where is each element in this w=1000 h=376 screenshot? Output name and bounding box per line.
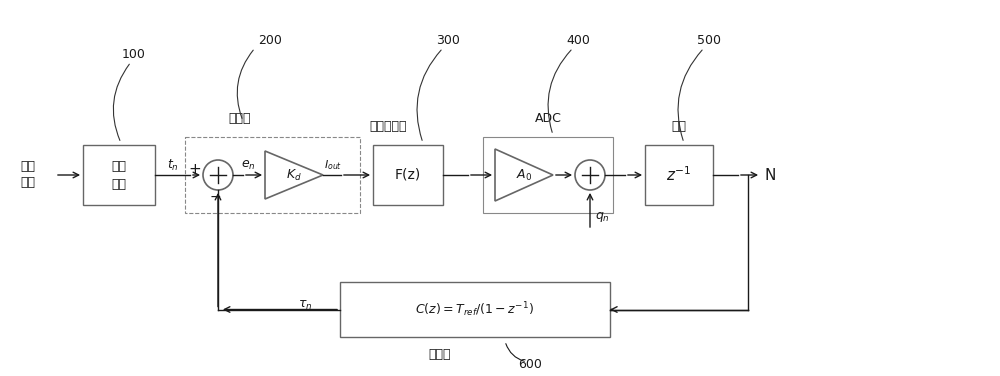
Text: −: − bbox=[209, 190, 221, 204]
Bar bbox=[645, 145, 713, 205]
Bar bbox=[185, 137, 360, 213]
Text: 环路滤波器: 环路滤波器 bbox=[369, 120, 407, 133]
Text: 500: 500 bbox=[697, 33, 721, 47]
Text: $\tau_n$: $\tau_n$ bbox=[298, 299, 312, 312]
Text: 200: 200 bbox=[258, 33, 282, 47]
Text: $t_n$: $t_n$ bbox=[167, 158, 179, 173]
Text: $e_n$: $e_n$ bbox=[241, 158, 255, 171]
Bar bbox=[373, 145, 443, 205]
Bar bbox=[83, 145, 155, 205]
Text: 电路: 电路 bbox=[112, 177, 126, 191]
Text: 计数器: 计数器 bbox=[429, 349, 451, 361]
Text: 100: 100 bbox=[122, 49, 146, 62]
Text: $C(z)=T_{ref}/(1-z^{-1})$: $C(z)=T_{ref}/(1-z^{-1})$ bbox=[415, 300, 535, 319]
Bar bbox=[340, 282, 610, 337]
Text: 400: 400 bbox=[566, 33, 590, 47]
Text: 整形: 整形 bbox=[112, 161, 126, 173]
Text: 待测: 待测 bbox=[20, 161, 36, 173]
Bar bbox=[483, 137, 613, 213]
Text: 信号: 信号 bbox=[20, 176, 36, 190]
Text: 600: 600 bbox=[518, 358, 542, 371]
Text: F(z): F(z) bbox=[395, 168, 421, 182]
Text: N: N bbox=[765, 167, 776, 182]
Text: $q_n$: $q_n$ bbox=[595, 210, 609, 224]
Text: $K_d$: $K_d$ bbox=[286, 167, 302, 183]
Text: +: + bbox=[189, 162, 201, 177]
Text: 300: 300 bbox=[436, 33, 460, 47]
Text: 鉴相器: 鉴相器 bbox=[229, 112, 251, 126]
Text: 延迟: 延迟 bbox=[672, 120, 686, 133]
Text: $A_0$: $A_0$ bbox=[516, 167, 532, 183]
Text: $I_{out}$: $I_{out}$ bbox=[324, 158, 342, 172]
Text: $z^{-1}$: $z^{-1}$ bbox=[666, 166, 692, 184]
Text: ADC: ADC bbox=[535, 112, 561, 126]
